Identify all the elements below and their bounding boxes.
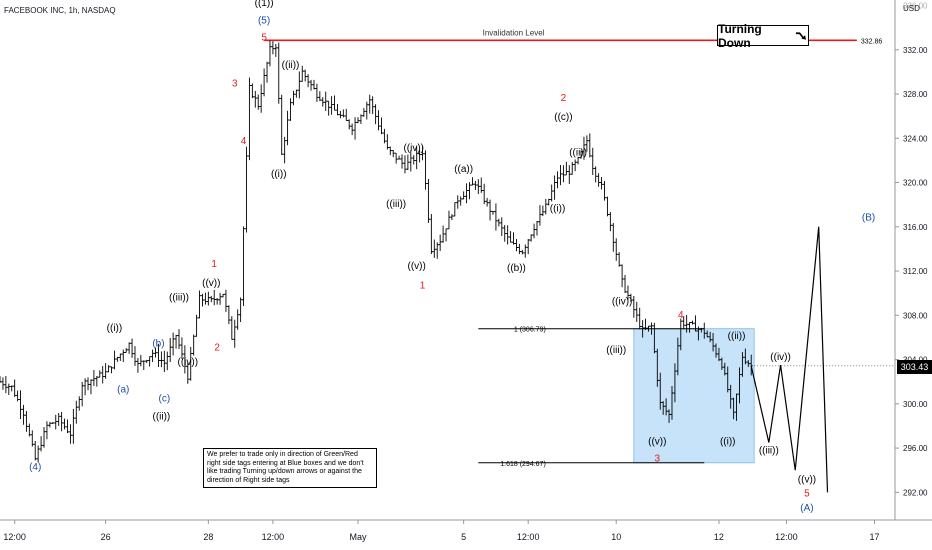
- y-tick-label: 292.00: [903, 488, 928, 497]
- wave-label: 1: [420, 281, 426, 292]
- wave-label: ((a)): [454, 164, 473, 175]
- y-tick-label: 320.00: [903, 179, 928, 188]
- chart-title: FACEBOOK INC, 1h, NASDAQ: [4, 6, 116, 15]
- arrow-down-right-icon: [796, 31, 807, 40]
- wave-label: ((ii)): [282, 60, 300, 71]
- wave-label: ((ii)): [569, 147, 587, 158]
- x-tick-label: 28: [203, 532, 213, 542]
- wave-label: ((v)): [202, 278, 220, 289]
- wave-label: ((iv)): [612, 297, 633, 308]
- wave-label: ((i)): [271, 169, 287, 180]
- wave-label: ((i)): [550, 203, 566, 214]
- y-tick-label: 324.00: [903, 134, 928, 143]
- wave-label: ((b)): [507, 263, 526, 274]
- wave-label: ((ii)): [153, 411, 171, 422]
- invalidation-value: 332.86: [861, 38, 883, 45]
- turning-down-label: Turning Down: [718, 21, 762, 50]
- y-tick-label: 300.00: [903, 400, 928, 409]
- x-tick-label: 12:00: [262, 532, 285, 542]
- y-tick-label: 332.00: [903, 46, 928, 55]
- wave-label: ((iv)): [178, 357, 199, 368]
- currency-label: USD: [903, 4, 920, 13]
- x-tick-label: 10: [611, 532, 621, 542]
- wave-label: (A): [800, 503, 813, 514]
- wave-label: (b): [152, 339, 164, 350]
- y-tick-label: 316.00: [903, 223, 928, 232]
- wave-label: ((iii)): [386, 199, 406, 210]
- wave-label: ((iii)): [169, 292, 189, 303]
- wave-label: ((c)): [554, 112, 572, 123]
- x-tick-label: 17: [869, 532, 879, 542]
- y-tick-label: 312.00: [903, 267, 928, 276]
- wave-label: ((v)): [408, 261, 426, 272]
- wave-label: ((i)): [720, 437, 736, 448]
- y-tick-label: 308.00: [903, 311, 928, 320]
- wave-label: ((iv)): [770, 352, 791, 363]
- fib-level-label: 1 (306.79): [514, 327, 546, 334]
- x-tick-label: 12:00: [3, 532, 26, 542]
- wave-label: 2: [561, 93, 567, 104]
- wave-label: ((v)): [798, 474, 816, 485]
- target-box: [633, 328, 755, 464]
- wave-label: (5): [258, 16, 270, 27]
- y-tick-label: 328.00: [903, 90, 928, 99]
- wave-label: ((iii)): [759, 446, 779, 457]
- wave-label: (B): [862, 213, 875, 224]
- trading-note: We prefer to trade only in direction of …: [203, 448, 377, 488]
- y-tick-label: 296.00: [903, 444, 928, 453]
- turning-down-badge: Turning Down: [717, 22, 809, 50]
- wave-label: ((ii)): [728, 331, 746, 342]
- x-tick-label: 26: [101, 532, 111, 542]
- wave-label: ((i)): [107, 323, 123, 334]
- x-tick-label: 5: [461, 532, 466, 542]
- x-tick-label: 12:00: [517, 532, 540, 542]
- wave-label: 5: [804, 489, 810, 500]
- wave-label: 2: [214, 343, 220, 354]
- wave-label: (a): [117, 385, 129, 396]
- projection-path: [750, 226, 829, 493]
- x-tick-label: May: [349, 532, 367, 542]
- wave-label: 1: [211, 259, 217, 270]
- last-price-tag: 303.43: [897, 360, 932, 374]
- fib-level-label: 1.618 (294.67): [500, 461, 546, 468]
- wave-label: ((1)): [255, 0, 274, 9]
- wave-label: (4): [29, 462, 41, 473]
- invalidation-label: Invalidation Level: [483, 28, 545, 37]
- wave-label: ((v)): [648, 437, 666, 448]
- wave-label: 3: [655, 453, 661, 464]
- wave-label: 4: [678, 310, 684, 321]
- wave-label: 3: [232, 79, 238, 90]
- wave-label: 4: [241, 136, 247, 147]
- y-tick-label: 336.00: [903, 2, 928, 11]
- wave-label: 5: [261, 32, 267, 43]
- x-tick-label: 12: [714, 532, 724, 542]
- x-tick-label: 12:00: [775, 532, 798, 542]
- wave-label: (c): [158, 394, 170, 405]
- wave-label: ((iv)): [403, 143, 424, 154]
- wave-label: ((iii)): [606, 345, 626, 356]
